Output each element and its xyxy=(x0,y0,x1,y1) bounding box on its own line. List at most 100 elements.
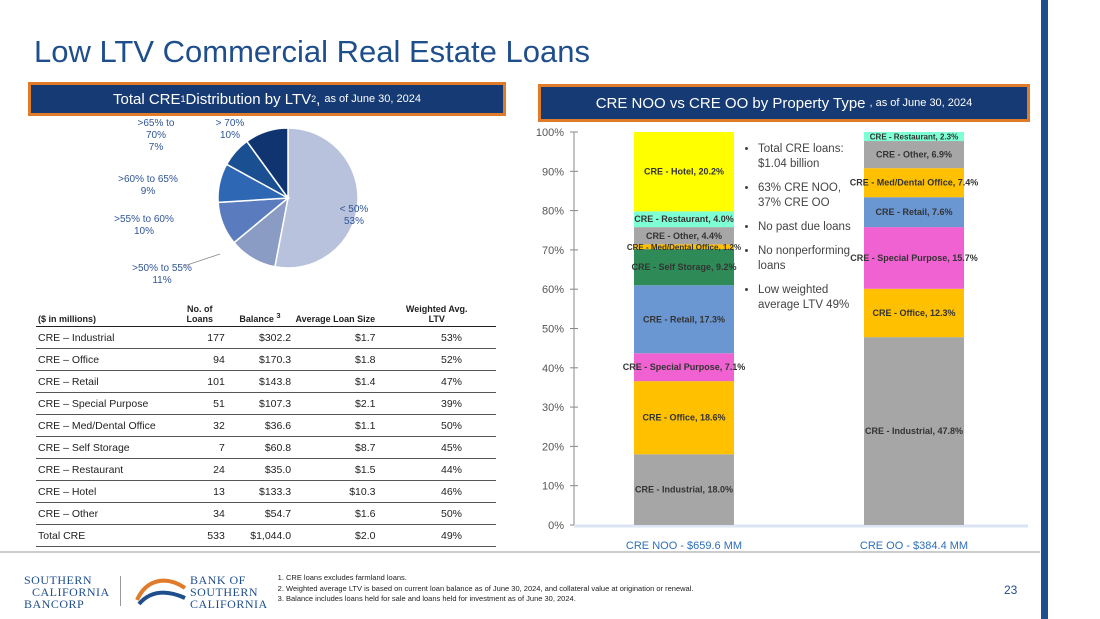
row-category: CRE – Industrial xyxy=(36,326,173,349)
row-loan-count: 94 xyxy=(172,348,227,371)
noo-oo-stacked-bar-chart: 0% 10% 20% 30% 40% 50% 60% 70% 80% 90% 100% CRE NOO… xyxy=(536,127,1028,552)
pie-header-text3: , xyxy=(316,90,321,108)
header-balance: Balance 3 xyxy=(226,302,294,327)
table-row: CRE – Self Storage 7 $60.8 $8.7 45% xyxy=(36,436,496,459)
x-axis-category-label: CRE NOO - $659.6 MM xyxy=(626,540,742,552)
bar-segment-label: CRE - Hotel, 20.2% xyxy=(644,167,724,177)
row-loan-count: 32 xyxy=(172,414,227,437)
table-row: Total CRE 533 $1,044.0 $2.0 49% xyxy=(36,524,496,547)
footer-divider xyxy=(0,551,1040,553)
bar-segment-label: CRE - Retail, 7.6% xyxy=(875,207,952,217)
row-avg-loan-size: $1.4 xyxy=(293,370,378,393)
bar-segment xyxy=(864,141,964,169)
row-balance: $60.8 xyxy=(226,436,294,459)
bar-segment-label: CRE - Other, 6.9% xyxy=(876,150,952,160)
row-loan-count: 51 xyxy=(172,392,227,415)
row-avg-loan-size: $8.7 xyxy=(293,436,378,459)
bar-segment-label: CRE - Industrial, 47.8% xyxy=(865,426,963,436)
y-axis-tick-label: 70% xyxy=(542,245,564,257)
pie-slice-label: >60% to 65% xyxy=(118,174,178,185)
y-axis-tick-label: 100% xyxy=(536,127,564,139)
bar-segment xyxy=(864,197,964,228)
y-axis-tick-label: 0% xyxy=(548,520,564,532)
bar-segment xyxy=(634,353,734,382)
page-number: 23 xyxy=(1004,583,1018,597)
row-weighted-ltv: 45% xyxy=(377,436,496,459)
row-category: CRE – Special Purpose xyxy=(36,392,173,415)
pie-slice-label: > 70% xyxy=(216,118,245,129)
footnote-item: Balance includes loans held for sale and… xyxy=(286,594,693,605)
row-category: CRE – Hotel xyxy=(36,480,173,503)
pie-header-text: Total CRE xyxy=(113,90,181,108)
bar-segment xyxy=(634,132,734,212)
row-avg-loan-size: $1.5 xyxy=(293,458,378,481)
key-fact-item: No nonperforming loans xyxy=(758,244,854,274)
bar-segment xyxy=(864,168,964,198)
pie-slice xyxy=(274,127,359,269)
footnote-item: CRE loans excludes farmland loans. xyxy=(286,573,693,584)
y-axis-tick-label: 90% xyxy=(542,166,564,178)
y-axis-tick-label: 30% xyxy=(542,402,564,414)
row-category: CRE – Office xyxy=(36,348,173,371)
header-weighted-avg: Weighted Avg. xyxy=(405,304,468,314)
row-balance: $302.2 xyxy=(226,326,294,349)
pie-header-sup1: 1 xyxy=(180,94,186,104)
bar-segment-label: CRE - Med/Dental Office, 7.4% xyxy=(850,178,979,188)
table-row: CRE – Hotel 13 $133.3 $10.3 46% xyxy=(36,480,496,503)
row-balance: $133.3 xyxy=(226,480,294,503)
row-weighted-ltv: 52% xyxy=(377,348,496,371)
scb-logo-line3: BANCORP xyxy=(24,597,85,611)
header-balance-sup: 3 xyxy=(276,311,281,320)
page-title: Low LTV Commercial Real Estate Loans xyxy=(34,34,590,69)
pie-slice-label: >55% to 60% xyxy=(114,214,174,225)
table-row: CRE – Other 34 $54.7 $1.6 50% xyxy=(36,502,496,525)
bar-segment xyxy=(864,132,964,142)
bar-header-text: CRE NOO vs CRE OO by Property Type xyxy=(595,94,866,112)
y-axis-tick-label: 40% xyxy=(542,363,564,375)
pie-slice-label: 70% xyxy=(146,130,166,141)
bar-segment xyxy=(864,227,964,289)
table-row: CRE – Med/Dental Office 32 $36.6 $1.1 50% xyxy=(36,414,496,437)
bar-segment-label: CRE - Restaurant, 2.3% xyxy=(870,133,958,142)
logo-divider xyxy=(120,576,121,606)
row-loan-count: 34 xyxy=(172,502,227,525)
bar-segment xyxy=(864,337,964,525)
row-avg-loan-size: $2.0 xyxy=(293,524,378,547)
key-fact-item: Low weighted average LTV 49% xyxy=(758,283,854,313)
header-loans: Loans xyxy=(186,314,213,324)
row-avg-loan-size: $1.1 xyxy=(293,414,378,437)
header-no-of-loans: No. of Loans xyxy=(172,302,227,327)
row-avg-loan-size: $10.3 xyxy=(293,480,378,503)
bar-header-date: , as of June 30, 2024 xyxy=(869,97,973,109)
table-row: CRE – Office 94 $170.3 $1.8 52% xyxy=(36,348,496,371)
bank-logo-line3: CALIFORNIA xyxy=(190,597,268,611)
scb-logo-line2: CALIFORNIA xyxy=(32,585,110,599)
row-avg-loan-size: $1.7 xyxy=(293,326,378,349)
header-average-loan-size: Average Loan Size xyxy=(293,302,378,327)
pie-slice xyxy=(245,127,289,201)
bar-section-header: CRE NOO vs CRE OO by Property Type, as o… xyxy=(538,84,1030,122)
row-weighted-ltv: 39% xyxy=(377,392,496,415)
row-avg-loan-size: $1.8 xyxy=(293,348,378,371)
pie-section-header: Total CRE 1 Distribution by LTV 2, as of J… xyxy=(28,82,506,116)
row-loan-count: 533 xyxy=(172,524,227,547)
row-balance: $107.3 xyxy=(226,392,294,415)
row-weighted-ltv: 49% xyxy=(377,524,496,547)
row-loan-count: 7 xyxy=(172,436,227,459)
header-no-of: No. of xyxy=(186,304,213,314)
row-balance: $35.0 xyxy=(226,458,294,481)
row-weighted-ltv: 46% xyxy=(377,480,496,503)
row-loan-count: 24 xyxy=(172,458,227,481)
header-balance-text: Balance xyxy=(239,314,274,324)
row-balance: $143.8 xyxy=(226,370,294,393)
pie-leader-line xyxy=(183,253,221,267)
bar-segment-label: CRE - Other, 4.4% xyxy=(646,231,722,241)
y-axis-tick-label: 60% xyxy=(542,284,564,296)
pie-slice-label: 10% xyxy=(220,130,240,141)
bar-segment-label: CRE - Office, 18.6% xyxy=(642,413,725,423)
row-balance: $170.3 xyxy=(226,348,294,371)
pie-slice-label: < 50% xyxy=(340,204,369,215)
y-axis-tick-label: 50% xyxy=(542,324,564,336)
bar-segment xyxy=(634,244,734,250)
row-category: CRE – Med/Dental Office xyxy=(36,414,173,437)
